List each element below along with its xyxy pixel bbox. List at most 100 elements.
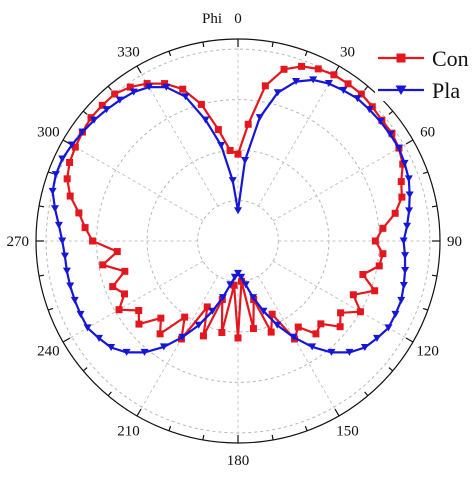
data-point-triangle bbox=[50, 205, 59, 213]
legend-marker-square bbox=[396, 53, 406, 63]
series-pla bbox=[48, 76, 414, 356]
data-point-triangle bbox=[178, 333, 187, 341]
data-point-triangle bbox=[401, 252, 410, 260]
data-point-triangle bbox=[327, 348, 336, 356]
data-point-square bbox=[161, 80, 169, 88]
angle-tick-mark bbox=[47, 307, 54, 311]
data-point-square bbox=[81, 224, 89, 232]
grid-spoke bbox=[257, 275, 340, 417]
grid-spoke bbox=[272, 139, 414, 222]
angle-tick-mark bbox=[136, 408, 142, 417]
data-point-triangle bbox=[194, 321, 203, 329]
data-point-square bbox=[63, 175, 71, 183]
angle-tick-mark bbox=[431, 205, 438, 208]
grid-spoke bbox=[136, 275, 219, 417]
data-point-triangle bbox=[249, 294, 258, 302]
data-point-square bbox=[371, 237, 379, 245]
angle-tick-mark bbox=[334, 408, 340, 417]
data-point-triangle bbox=[405, 191, 414, 199]
angle-label: 0 bbox=[234, 11, 242, 27]
angle-tick-mark bbox=[168, 50, 172, 57]
angle-tick-mark bbox=[271, 434, 274, 441]
data-point-square bbox=[294, 323, 302, 331]
data-point-square bbox=[98, 101, 106, 109]
data-point-square bbox=[66, 192, 74, 200]
data-point-square bbox=[234, 334, 242, 342]
data-point-square bbox=[379, 224, 387, 232]
data-point-triangle bbox=[273, 89, 282, 97]
data-point-square bbox=[312, 330, 320, 338]
angle-tick-mark bbox=[405, 139, 414, 145]
data-point-square bbox=[135, 307, 143, 315]
grid-spoke bbox=[62, 139, 204, 222]
data-point-square bbox=[397, 178, 405, 186]
angle-ticks bbox=[36, 39, 440, 443]
data-point-triangle bbox=[208, 307, 217, 315]
data-point-square bbox=[203, 303, 211, 311]
data-point-triangle bbox=[234, 269, 242, 277]
data-point-triangle bbox=[145, 83, 154, 91]
data-point-triangle bbox=[384, 324, 393, 332]
data-point-triangle bbox=[201, 116, 210, 124]
data-point-triangle bbox=[122, 348, 131, 356]
data-point-triangle bbox=[289, 333, 298, 341]
angle-label: 60 bbox=[420, 125, 435, 141]
data-point-triangle bbox=[404, 175, 413, 183]
data-point-triangle bbox=[399, 237, 408, 245]
data-point-triangle bbox=[273, 321, 282, 329]
data-point-square bbox=[359, 270, 367, 278]
data-point-square bbox=[135, 320, 143, 328]
legend-label: Pla bbox=[432, 78, 460, 103]
data-point-square bbox=[349, 291, 357, 299]
angle-tick-mark bbox=[364, 85, 369, 91]
data-point-triangle bbox=[365, 106, 374, 114]
data-point-square bbox=[344, 80, 352, 88]
data-point-square bbox=[230, 281, 238, 289]
angle-tick-mark bbox=[82, 367, 88, 372]
angle-label: 210 bbox=[117, 424, 140, 440]
data-point-square bbox=[121, 267, 129, 275]
data-point-square bbox=[357, 90, 365, 98]
data-point-triangle bbox=[339, 86, 348, 94]
data-point-square bbox=[157, 314, 165, 322]
data-point-triangle bbox=[405, 207, 414, 215]
angle-tick-mark bbox=[304, 425, 308, 432]
data-point-square bbox=[197, 100, 205, 108]
data-point-square bbox=[115, 306, 123, 314]
angle-label: 330 bbox=[117, 44, 140, 60]
data-point-square bbox=[179, 85, 187, 93]
data-point-triangle bbox=[78, 128, 87, 136]
data-point-square bbox=[99, 261, 107, 269]
data-point-square bbox=[268, 310, 276, 318]
angle-tick-mark bbox=[405, 337, 414, 343]
data-point-triangle bbox=[95, 334, 104, 342]
chart-title: Phi bbox=[202, 11, 222, 27]
angle-tick-mark bbox=[388, 367, 394, 372]
data-point-square bbox=[314, 65, 322, 73]
data-point-triangle bbox=[237, 273, 246, 281]
data-point-triangle bbox=[241, 157, 250, 165]
angle-tick-mark bbox=[136, 65, 142, 74]
grid-spoke bbox=[136, 65, 219, 207]
data-point-triangle bbox=[391, 310, 400, 318]
angle-tick-mark bbox=[107, 85, 112, 91]
angle-label: 180 bbox=[227, 453, 250, 469]
data-point-triangle bbox=[60, 252, 69, 260]
data-point-triangle bbox=[129, 88, 138, 96]
data-point-triangle bbox=[399, 281, 408, 289]
data-point-square bbox=[379, 250, 387, 258]
angle-tick-mark bbox=[431, 274, 438, 277]
data-point-triangle bbox=[376, 118, 385, 126]
data-point-triangle bbox=[226, 281, 235, 289]
data-point-triangle bbox=[401, 266, 410, 274]
angle-tick-mark bbox=[422, 171, 429, 175]
data-point-triangle bbox=[403, 222, 412, 230]
data-point-triangle bbox=[54, 221, 63, 229]
data-point-square bbox=[218, 329, 226, 337]
data-point-triangle bbox=[394, 144, 403, 152]
data-point-triangle bbox=[241, 281, 250, 289]
grid-spoke bbox=[257, 65, 340, 207]
data-point-square bbox=[298, 62, 306, 70]
angle-label: 90 bbox=[447, 234, 462, 250]
angle-tick-mark bbox=[38, 205, 45, 208]
